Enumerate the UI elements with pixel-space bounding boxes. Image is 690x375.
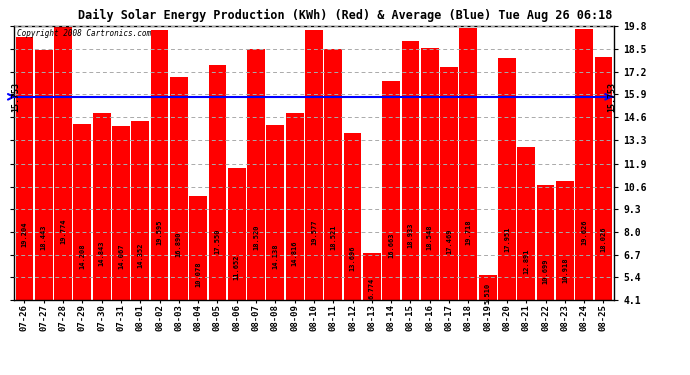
Text: 17.951: 17.951 <box>504 227 510 252</box>
Bar <box>131 121 149 300</box>
Text: 15.753: 15.753 <box>11 82 20 112</box>
Bar <box>440 67 458 300</box>
Text: 14.138: 14.138 <box>273 243 278 269</box>
Text: 14.843: 14.843 <box>99 240 105 266</box>
Text: 10.078: 10.078 <box>195 261 201 287</box>
Text: 19.577: 19.577 <box>311 220 317 245</box>
Text: 17.469: 17.469 <box>446 229 452 255</box>
Text: 19.774: 19.774 <box>60 219 66 245</box>
Text: 18.443: 18.443 <box>41 225 47 250</box>
Text: 19.204: 19.204 <box>21 221 28 247</box>
Bar <box>266 125 284 300</box>
Bar <box>595 57 612 300</box>
Bar <box>92 112 110 300</box>
Bar <box>556 181 574 300</box>
Text: 18.548: 18.548 <box>426 224 433 250</box>
Text: 16.890: 16.890 <box>176 231 182 257</box>
Bar <box>150 30 168 300</box>
Bar <box>479 275 497 300</box>
Bar <box>382 81 400 300</box>
Text: 18.933: 18.933 <box>408 223 413 248</box>
Bar <box>34 50 52 300</box>
Bar <box>286 113 304 300</box>
Text: 14.208: 14.208 <box>79 243 86 269</box>
Bar <box>324 48 342 300</box>
Text: 19.595: 19.595 <box>157 220 163 245</box>
Text: 18.520: 18.520 <box>253 224 259 250</box>
Bar <box>170 77 188 300</box>
Text: 13.696: 13.696 <box>350 245 355 271</box>
Bar <box>402 41 420 300</box>
Bar <box>460 28 477 300</box>
Bar <box>344 133 362 300</box>
Bar <box>54 27 72 300</box>
Bar <box>247 49 265 300</box>
Bar <box>537 185 555 300</box>
Text: Copyright 2008 Cartronics.com: Copyright 2008 Cartronics.com <box>17 29 151 38</box>
Text: 17.550: 17.550 <box>215 229 220 254</box>
Bar <box>112 126 130 300</box>
Text: 5.510: 5.510 <box>484 283 491 304</box>
Text: 18.026: 18.026 <box>600 226 607 252</box>
Bar <box>363 254 381 300</box>
Text: 19.626: 19.626 <box>581 220 587 245</box>
Text: 18.521: 18.521 <box>331 224 336 250</box>
Bar <box>73 124 91 300</box>
Text: 14.352: 14.352 <box>137 243 144 268</box>
Bar <box>305 30 323 300</box>
Text: 14.816: 14.816 <box>292 240 297 266</box>
Bar <box>421 48 439 300</box>
Text: 19.718: 19.718 <box>465 219 471 245</box>
Text: 15.753: 15.753 <box>608 82 617 112</box>
Text: 11.652: 11.652 <box>234 254 239 280</box>
Text: 6.774: 6.774 <box>369 278 375 299</box>
Bar <box>498 58 516 300</box>
Text: 14.067: 14.067 <box>118 244 124 269</box>
Text: 10.918: 10.918 <box>562 258 568 283</box>
Bar <box>575 29 593 300</box>
Text: Daily Solar Energy Production (KWh) (Red) & Average (Blue) Tue Aug 26 06:18: Daily Solar Energy Production (KWh) (Red… <box>78 9 612 22</box>
Bar <box>208 66 226 300</box>
Text: 12.891: 12.891 <box>523 249 529 274</box>
Bar <box>189 196 207 300</box>
Text: 16.663: 16.663 <box>388 232 394 258</box>
Bar <box>518 147 535 300</box>
Bar <box>228 168 246 300</box>
Text: 10.699: 10.699 <box>542 258 549 284</box>
Bar <box>16 37 33 300</box>
